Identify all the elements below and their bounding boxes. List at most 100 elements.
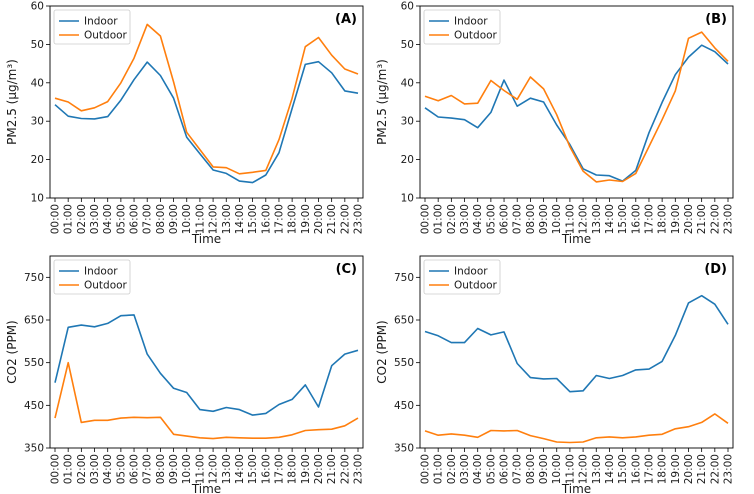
x-tick-label: 03:00 — [89, 204, 101, 234]
y-tick-label: 10 — [31, 193, 44, 205]
x-tick-label: 21:00 — [326, 204, 338, 234]
x-tick-label: 06:00 — [499, 204, 511, 234]
x-axis-title: Time — [191, 232, 221, 246]
y-tick-label: 450 — [24, 400, 44, 412]
panel-label: (C) — [336, 262, 357, 277]
x-tick-label: 16:00 — [260, 454, 272, 484]
x-tick-label: 03:00 — [459, 454, 471, 484]
legend-label-indoor: Indoor — [84, 16, 118, 28]
x-tick-label: 01:00 — [63, 454, 75, 484]
series-line-outdoor — [424, 31, 729, 183]
legend-label-indoor: Indoor — [84, 266, 118, 278]
x-tick-label: 13:00 — [591, 454, 603, 484]
plot-frame — [419, 255, 734, 449]
x-tick-label: 06:00 — [129, 204, 141, 234]
x-tick-label: 14:00 — [234, 454, 246, 484]
x-tick-label: 04:00 — [102, 454, 114, 484]
x-tick-label: 13:00 — [221, 454, 233, 484]
series-line-outdoor — [54, 361, 359, 440]
x-tick-label: 18:00 — [287, 204, 299, 234]
x-axis-title: Time — [561, 482, 591, 494]
legend: Indoor Outdoor — [423, 259, 501, 295]
x-tick-label: 08:00 — [155, 454, 167, 484]
y-tick-label: 40 — [31, 77, 44, 89]
chart-panel-3: 350 450 550 650 750 00:00 01:00 02:00 03:00 04:00… — [5, 255, 365, 494]
x-tick-label: 08:00 — [155, 204, 167, 234]
y-tick-label: 50 — [401, 39, 414, 51]
x-tick-label: 06:00 — [499, 454, 511, 484]
legend-label-outdoor: Outdoor — [454, 30, 498, 42]
x-tick-label: 09:00 — [168, 454, 180, 484]
x-tick-label: 00:00 — [420, 454, 432, 484]
x-tick-label: 11:00 — [564, 204, 576, 234]
x-tick-label: 18:00 — [657, 454, 669, 484]
x-tick-label: 23:00 — [723, 204, 735, 234]
x-axis-title: Time — [191, 482, 221, 494]
x-tick-label: 09:00 — [538, 204, 550, 234]
x-tick-label: 00:00 — [420, 204, 432, 234]
x-tick-label: 17:00 — [273, 454, 285, 484]
x-tick-label: 17:00 — [643, 204, 655, 234]
x-tick-label: 00:00 — [50, 204, 62, 234]
x-tick-label: 12:00 — [208, 204, 220, 234]
x-tick-label: 20:00 — [313, 204, 325, 234]
x-axis-title: Time — [561, 232, 591, 246]
y-tick-label: 650 — [24, 315, 44, 327]
x-tick-label: 09:00 — [538, 454, 550, 484]
x-tick-label: 13:00 — [221, 204, 233, 234]
y-axis-title: CO2 (PPM) — [375, 320, 389, 383]
chart-panel-2: 10 20 30 40 50 60 00:00 01:00 02:00 03:00 04:00 05:… — [375, 1, 735, 247]
chart-panel-1: 10 20 30 40 50 60 00:00 01:00 02:00 03:00 04:00 05:… — [5, 1, 365, 247]
plot-frame — [49, 5, 364, 199]
x-tick-label: 15:00 — [247, 204, 259, 234]
y-tick-label: 30 — [401, 116, 414, 128]
series-line-outdoor — [54, 23, 359, 175]
series-line-indoor — [424, 294, 729, 393]
x-tick-label: 11:00 — [564, 454, 576, 484]
x-tick-label: 02:00 — [76, 454, 88, 484]
x-tick-label: 14:00 — [234, 204, 246, 234]
series-line-outdoor — [424, 413, 729, 444]
plot-frame — [49, 255, 364, 449]
legend-label-outdoor: Outdoor — [454, 280, 498, 292]
x-tick-label: 18:00 — [657, 204, 669, 234]
x-tick-label: 14:00 — [604, 454, 616, 484]
x-tick-label: 05:00 — [115, 454, 127, 484]
x-tick-label: 20:00 — [683, 204, 695, 234]
x-tick-label: 07:00 — [512, 454, 524, 484]
x-tick-label: 22:00 — [709, 204, 721, 234]
y-tick-label: 60 — [31, 1, 44, 13]
y-tick-label: 50 — [31, 39, 44, 51]
y-tick-label: 40 — [401, 77, 414, 89]
x-tick-label: 02:00 — [446, 454, 458, 484]
x-tick-label: 13:00 — [591, 204, 603, 234]
x-tick-label: 05:00 — [485, 454, 497, 484]
x-tick-label: 15:00 — [617, 454, 629, 484]
chart-panel-4: 350 450 550 650 750 00:00 01:00 02:00 03:00 04:00… — [375, 255, 735, 494]
x-tick-label: 10:00 — [551, 454, 563, 484]
x-tick-label: 05:00 — [485, 204, 497, 234]
x-tick-label: 17:00 — [643, 454, 655, 484]
x-tick-label: 01:00 — [63, 204, 75, 234]
x-tick-label: 11:00 — [194, 204, 206, 234]
x-tick-label: 15:00 — [617, 204, 629, 234]
y-tick-label: 30 — [31, 116, 44, 128]
y-axis-title: PM2.5 (μg/m³) — [5, 59, 19, 145]
x-tick-label: 23:00 — [353, 204, 365, 234]
x-tick-label: 11:00 — [194, 454, 206, 484]
x-tick-label: 16:00 — [630, 204, 642, 234]
x-tick-label: 23:00 — [353, 454, 365, 484]
panel-label: (D) — [704, 262, 727, 277]
x-tick-label: 12:00 — [578, 204, 590, 234]
series-line-indoor — [54, 314, 359, 416]
y-axis-title: CO2 (PPM) — [5, 320, 19, 383]
y-tick-label: 10 — [401, 193, 414, 205]
plot-frame — [419, 5, 734, 199]
x-tick-label: 02:00 — [446, 204, 458, 234]
x-tick-label: 04:00 — [472, 454, 484, 484]
y-tick-label: 20 — [31, 154, 44, 166]
y-tick-label: 350 — [24, 443, 44, 455]
x-tick-label: 02:00 — [76, 204, 88, 234]
x-tick-label: 16:00 — [630, 454, 642, 484]
x-tick-label: 01:00 — [433, 454, 445, 484]
